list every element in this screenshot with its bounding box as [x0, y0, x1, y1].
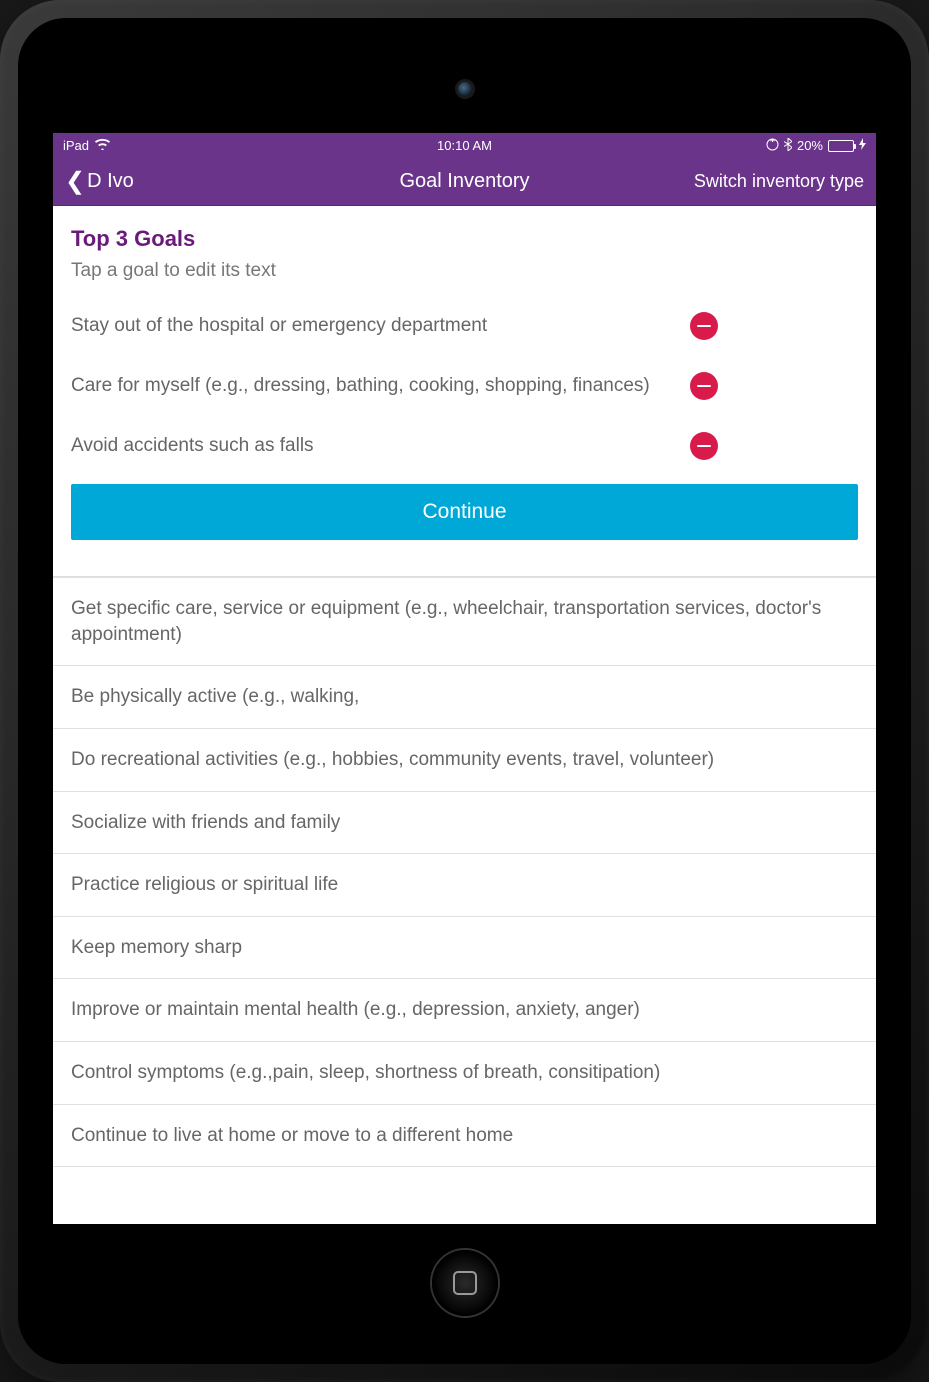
tablet-inner: iPad 10:10 AM 20%: [18, 18, 911, 1364]
top-goal-row: Care for myself (e.g., dressing, bathing…: [71, 356, 858, 416]
rotation-lock-icon: [766, 138, 779, 154]
top-goal-row: Stay out of the hospital or emergency de…: [71, 296, 858, 356]
nav-bar: ❮ D Ivo Goal Inventory Switch inventory …: [53, 158, 876, 206]
remove-goal-button[interactable]: [690, 432, 718, 460]
goal-item[interactable]: Keep memory sharp: [53, 917, 876, 980]
content[interactable]: Top 3 Goals Tap a goal to edit its text …: [53, 206, 876, 1224]
remove-goal-button[interactable]: [690, 372, 718, 400]
top-goal-row: Avoid accidents such as falls: [71, 416, 858, 476]
goal-item[interactable]: Get specific care, service or equipment …: [53, 577, 876, 666]
status-left: iPad: [63, 138, 110, 153]
goal-item[interactable]: Continue to live at home or move to a di…: [53, 1105, 876, 1168]
top-goals-section: Top 3 Goals Tap a goal to edit its text …: [53, 206, 876, 550]
back-label: D Ivo: [87, 170, 134, 193]
status-time: 10:10 AM: [437, 138, 492, 153]
continue-button[interactable]: Continue: [71, 484, 858, 540]
bluetooth-icon: [784, 138, 792, 154]
goal-item[interactable]: Practice religious or spiritual life: [53, 854, 876, 917]
top-goals-header: Top 3 Goals: [71, 226, 858, 252]
status-right: 20%: [766, 138, 866, 154]
device-label: iPad: [63, 138, 89, 153]
top-goal-text[interactable]: Avoid accidents such as falls: [71, 433, 670, 459]
page-title: Goal Inventory: [399, 170, 529, 193]
top-goal-text[interactable]: Stay out of the hospital or emergency de…: [71, 313, 670, 339]
minus-icon: [697, 325, 711, 327]
tablet-frame: iPad 10:10 AM 20%: [0, 0, 929, 1382]
chevron-left-icon: ❮: [65, 170, 85, 194]
battery-icon: [828, 140, 854, 152]
goal-item[interactable]: Do recreational activities (e.g., hobbie…: [53, 729, 876, 792]
top-goal-text[interactable]: Care for myself (e.g., dressing, bathing…: [71, 373, 670, 399]
status-bar: iPad 10:10 AM 20%: [53, 133, 876, 158]
goal-item[interactable]: Control symptoms (e.g.,pain, sleep, shor…: [53, 1042, 876, 1105]
goal-item[interactable]: Be physically active (e.g., walking,: [53, 666, 876, 729]
minus-icon: [697, 445, 711, 447]
battery-percent: 20%: [797, 138, 823, 153]
home-button-icon: [453, 1271, 477, 1295]
wifi-icon: [95, 138, 110, 153]
goal-item[interactable]: Improve or maintain mental health (e.g.,…: [53, 979, 876, 1042]
available-goals-list: Get specific care, service or equipment …: [53, 577, 876, 1167]
remove-goal-button[interactable]: [690, 312, 718, 340]
minus-icon: [697, 385, 711, 387]
home-button[interactable]: [432, 1250, 498, 1316]
charging-icon: [859, 138, 866, 153]
back-button[interactable]: ❮ D Ivo: [65, 170, 134, 194]
goal-item[interactable]: Socialize with friends and family: [53, 792, 876, 855]
screen: iPad 10:10 AM 20%: [53, 133, 876, 1224]
switch-inventory-button[interactable]: Switch inventory type: [694, 171, 864, 192]
top-goals-subheader: Tap a goal to edit its text: [71, 260, 858, 282]
camera-dot: [458, 82, 472, 96]
